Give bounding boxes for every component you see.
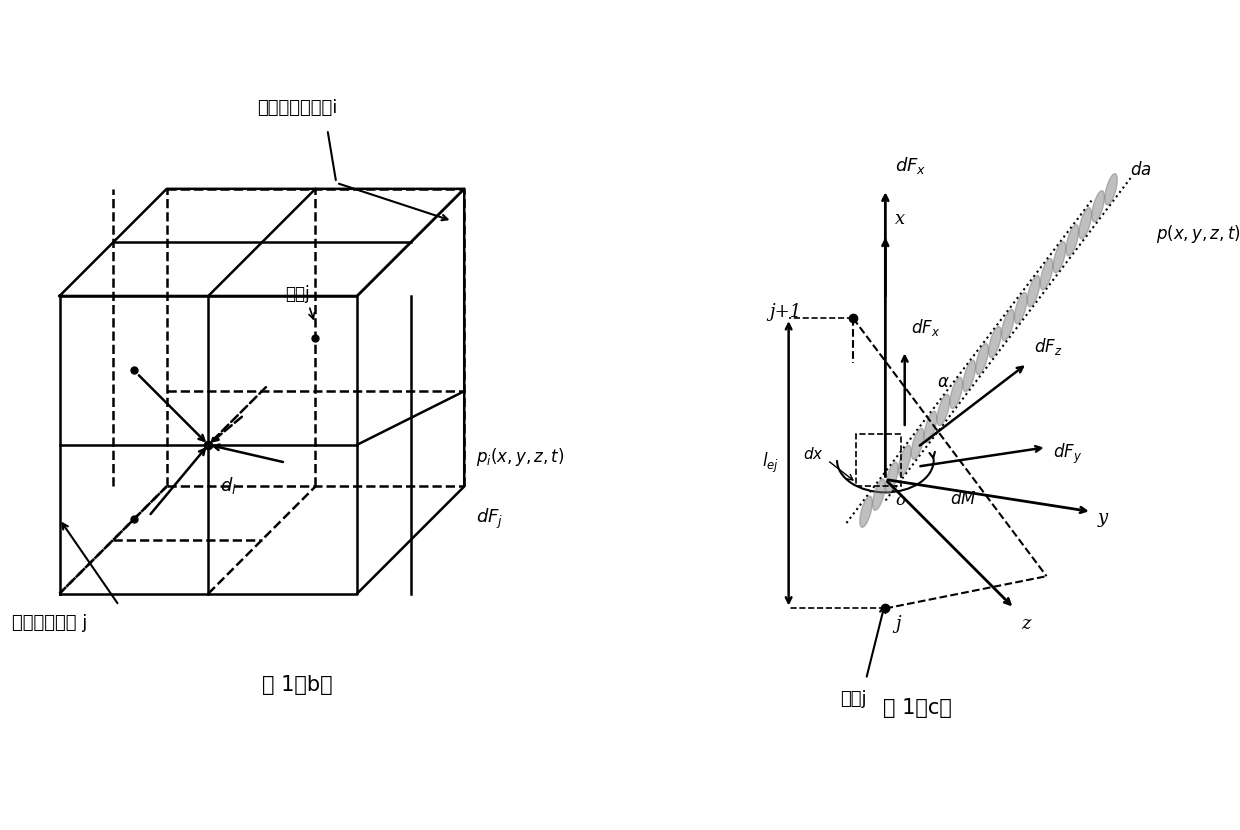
Text: j+1: j+1 (769, 303, 801, 321)
Text: $dF_z$: $dF_z$ (1034, 336, 1063, 357)
Ellipse shape (899, 445, 911, 476)
Ellipse shape (963, 360, 976, 392)
Text: 单元j: 单元j (839, 690, 867, 708)
Text: y: y (1099, 509, 1109, 527)
Text: 单元j: 单元j (285, 285, 309, 302)
Ellipse shape (1053, 242, 1065, 273)
Ellipse shape (1002, 310, 1014, 340)
Text: $dx$: $dx$ (804, 446, 825, 461)
Ellipse shape (924, 411, 936, 442)
Text: $l_{ej}$: $l_{ej}$ (761, 452, 779, 476)
Ellipse shape (1014, 292, 1027, 324)
Text: $da$: $da$ (1131, 161, 1152, 179)
Text: $dM$: $dM$ (950, 490, 976, 508)
Text: o: o (895, 492, 905, 510)
Ellipse shape (988, 326, 1001, 358)
Text: $d_i$: $d_i$ (221, 475, 237, 496)
Ellipse shape (1092, 191, 1105, 222)
Ellipse shape (873, 479, 885, 510)
Ellipse shape (885, 462, 898, 493)
Text: 叶片结构节点 j: 叶片结构节点 j (12, 614, 87, 632)
Text: $p(x,y,z,t)$: $p(x,y,z,t)$ (1156, 223, 1240, 246)
Text: $dF_j$: $dF_j$ (476, 507, 503, 531)
Ellipse shape (1028, 276, 1040, 307)
Ellipse shape (1105, 173, 1117, 205)
Text: $\alpha$: $\alpha$ (937, 374, 950, 391)
Ellipse shape (859, 496, 872, 527)
Text: z: z (1021, 615, 1030, 633)
Ellipse shape (911, 428, 924, 460)
Text: $dF_x$: $dF_x$ (911, 316, 940, 338)
Text: 图 1（c）: 图 1（c） (883, 698, 952, 718)
Ellipse shape (937, 394, 950, 426)
Text: $p_i(x,y,z,t)$: $p_i(x,y,z,t)$ (476, 446, 564, 467)
Text: $dF_x$: $dF_x$ (895, 155, 926, 177)
Ellipse shape (1040, 258, 1053, 290)
Ellipse shape (976, 344, 988, 374)
Text: x: x (895, 210, 905, 228)
Text: $dF_y$: $dF_y$ (1053, 442, 1083, 466)
Text: 图 1（b）: 图 1（b） (263, 675, 332, 695)
Ellipse shape (1079, 208, 1091, 239)
Text: j: j (895, 615, 900, 633)
Ellipse shape (950, 378, 962, 408)
Text: 流体计算域节点i: 流体计算域节点i (258, 100, 337, 117)
Ellipse shape (1066, 225, 1079, 256)
